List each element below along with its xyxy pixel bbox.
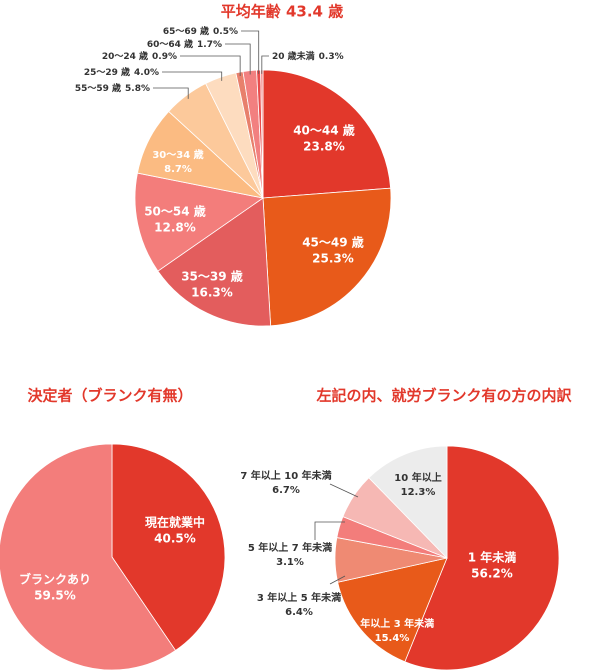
pie-slice: [262, 69, 392, 199]
leader-line: [329, 575, 346, 585]
value-label: 6.7%: [272, 485, 300, 496]
value-label: 4.0%: [134, 68, 159, 78]
chart-title: 決定者（ブランク有無）: [27, 387, 192, 405]
category-label: 55〜59 歳: [75, 82, 121, 94]
leader-line: [329, 483, 359, 498]
value-label: 56.2%: [471, 567, 513, 581]
leader-line: [261, 55, 269, 74]
value-label: 12.3%: [401, 487, 436, 498]
category-label: 10 年以上: [394, 471, 441, 484]
value-label: 25.3%: [312, 252, 354, 266]
category-label: 20 歳未満: [272, 50, 315, 62]
pie-slice: [111, 443, 226, 652]
category-label: 45〜49 歳: [302, 235, 364, 250]
leader-line: [162, 71, 223, 81]
category-label: 20〜24 歳: [102, 50, 148, 62]
data-label: 20 歳未満 0.3%: [272, 50, 344, 62]
pie-slice: [262, 187, 392, 327]
value-label: 0.9%: [152, 52, 177, 62]
value-label: 1.7%: [197, 40, 222, 50]
value-label: 59.5%: [34, 589, 76, 603]
category-label: 1 年未満: [468, 550, 517, 565]
value-label: 40.5%: [154, 532, 196, 546]
value-label: 15.4%: [375, 633, 410, 644]
category-label: 30〜34 歳: [152, 148, 203, 161]
category-label: 3 年以上 5 年未満: [257, 591, 341, 604]
category-label: 現在就業中: [145, 515, 205, 530]
data-label: 25〜29 歳 4.0%: [84, 66, 159, 78]
category-label: 1 年以上 3 年未満: [350, 617, 434, 630]
value-label: 6.4%: [285, 607, 313, 618]
pie-slice: [0, 443, 177, 671]
pie-slice: [134, 172, 265, 272]
category-label: 35〜39 歳: [181, 269, 243, 284]
pie-slice: [404, 445, 560, 671]
pie-slice: [368, 445, 448, 559]
leader-line: [241, 30, 260, 74]
value-label: 12.8%: [154, 221, 196, 235]
category-label: 40〜44 歳: [293, 123, 355, 138]
value-label: 0.5%: [213, 27, 238, 37]
category-label: 60〜64 歳: [147, 38, 193, 50]
data-label: 55〜59 歳 5.8%: [75, 82, 150, 94]
chart-title: 平均年齢 43.4 歳: [221, 3, 343, 21]
leader-line: [225, 43, 251, 75]
leader-line: [314, 521, 345, 540]
pie-slice: [157, 197, 272, 327]
leader-line: [153, 87, 189, 99]
data-label: 60〜64 歳 1.7%: [147, 38, 222, 50]
leader-line: [180, 55, 241, 76]
value-label: 5.8%: [125, 84, 150, 94]
category-label: 7 年以上 10 年未満: [240, 469, 331, 482]
category-label: 50〜54 歳: [144, 204, 206, 219]
value-label: 3.1%: [276, 557, 304, 568]
pie-slice: [337, 557, 448, 663]
data-label: 65〜69 歳 0.5%: [163, 25, 238, 37]
value-label: 16.3%: [191, 286, 233, 300]
chart-title: 左記の内、就労ブランク有の方の内訳: [315, 387, 572, 405]
category-label: 25〜29 歳: [84, 66, 130, 78]
category-label: ブランクあり: [19, 572, 91, 587]
data-label: 20〜24 歳 0.9%: [102, 50, 177, 62]
value-label: 0.3%: [319, 52, 344, 62]
category-label: 5 年以上 7 年未満: [248, 541, 332, 554]
value-label: 23.8%: [303, 140, 345, 154]
category-label: 65〜69 歳: [163, 25, 209, 37]
value-label: 8.7%: [164, 164, 192, 175]
